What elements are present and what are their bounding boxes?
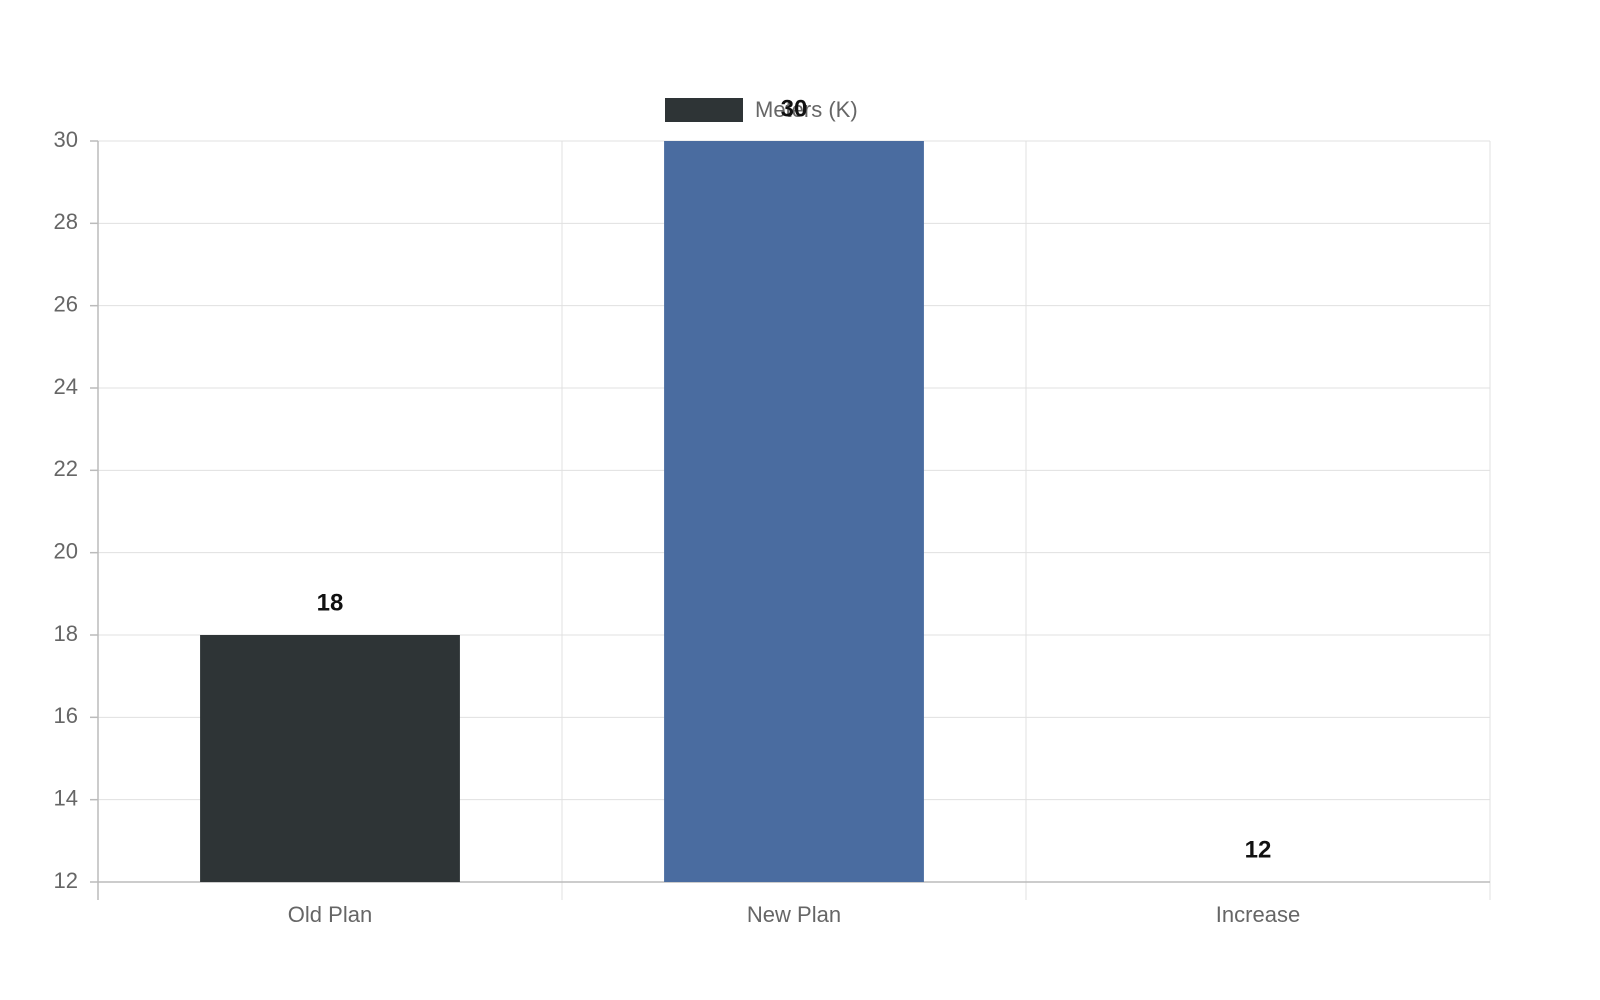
legend-swatch xyxy=(665,98,743,122)
x-tick-label: Increase xyxy=(1216,902,1300,927)
y-tick-label: 18 xyxy=(54,621,78,646)
y-tick-label: 22 xyxy=(54,456,78,481)
legend-label: Meters (K) xyxy=(755,97,858,122)
bar xyxy=(200,635,460,882)
y-tick-label: 28 xyxy=(54,209,78,234)
bar xyxy=(664,141,924,882)
value-label: 18 xyxy=(317,589,344,616)
y-tick-label: 14 xyxy=(54,785,78,810)
value-label: 30 xyxy=(781,95,808,122)
x-tick-label: New Plan xyxy=(747,902,841,927)
y-tick-label: 20 xyxy=(54,538,78,563)
y-tick-label: 26 xyxy=(54,291,78,316)
y-tick-label: 12 xyxy=(54,868,78,893)
x-tick-label: Old Plan xyxy=(288,902,372,927)
value-label: 12 xyxy=(1245,836,1272,863)
y-tick-label: 30 xyxy=(54,127,78,152)
y-tick-label: 16 xyxy=(54,703,78,728)
legend-item: Meters (K) xyxy=(665,97,858,122)
y-tick-label: 24 xyxy=(54,374,78,399)
